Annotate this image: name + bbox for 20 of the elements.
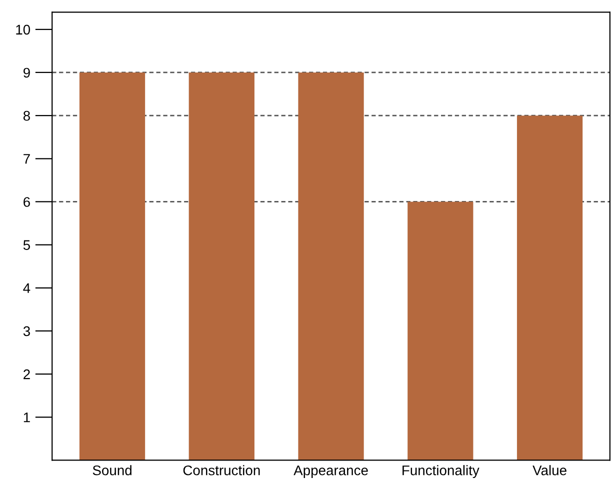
bar	[408, 202, 474, 460]
bar	[298, 72, 364, 460]
x-tick-label: Sound	[92, 465, 132, 476]
y-tick-label: 6	[24, 197, 30, 207]
bar	[79, 72, 146, 460]
y-tick-label: 4	[23, 283, 30, 293]
x-tick-label: Appearance	[294, 466, 368, 478]
x-tick-label: Functionality	[402, 465, 480, 478]
y-tick-label: 9	[24, 68, 30, 78]
y-tick-label: 10	[16, 24, 30, 35]
x-tick-label: Construction	[183, 465, 260, 476]
x-tick-label: Value	[532, 465, 566, 476]
bar	[188, 72, 254, 460]
y-tick-label: 8	[23, 110, 30, 121]
y-tick-label: 1	[24, 412, 30, 422]
y-tick-label: 2	[24, 369, 30, 380]
bar	[516, 116, 583, 460]
y-tick-label: 7	[24, 154, 30, 164]
y-tick-label: 3	[23, 326, 30, 336]
y-tick-label: 5	[23, 240, 30, 250]
